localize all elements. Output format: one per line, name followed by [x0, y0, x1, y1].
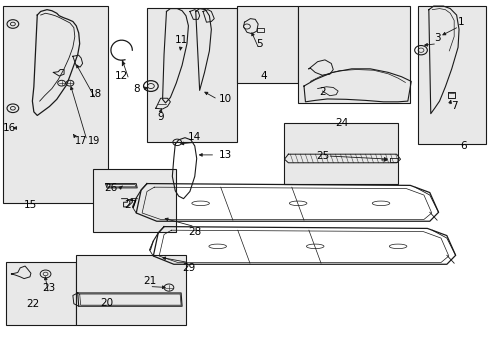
Text: 25: 25 — [315, 151, 328, 161]
Text: 19: 19 — [88, 136, 100, 145]
Text: 27: 27 — [124, 200, 138, 210]
Bar — [93, 169, 176, 232]
Text: 9: 9 — [157, 112, 163, 122]
Text: 22: 22 — [26, 299, 39, 309]
Text: 1: 1 — [457, 17, 464, 27]
Bar — [5, 262, 76, 325]
Bar — [76, 255, 185, 325]
Text: 11: 11 — [174, 35, 187, 45]
Text: 8: 8 — [133, 84, 139, 94]
Bar — [417, 6, 485, 144]
Text: 28: 28 — [188, 227, 201, 237]
Text: 13: 13 — [218, 150, 231, 160]
Text: 5: 5 — [255, 39, 262, 49]
Text: 6: 6 — [460, 141, 466, 151]
Text: 18: 18 — [89, 89, 102, 99]
Text: 12: 12 — [115, 71, 128, 81]
Text: 10: 10 — [218, 94, 231, 104]
Text: 14: 14 — [188, 132, 201, 142]
Text: 4: 4 — [260, 71, 267, 81]
Bar — [283, 123, 397, 184]
Text: 24: 24 — [335, 118, 348, 128]
Bar — [298, 6, 409, 103]
Text: 7: 7 — [450, 102, 457, 112]
Text: 21: 21 — [142, 276, 156, 286]
Text: 29: 29 — [182, 263, 195, 273]
Text: 15: 15 — [23, 200, 37, 210]
Text: 20: 20 — [100, 298, 113, 308]
Bar — [3, 6, 108, 203]
Text: 3: 3 — [433, 33, 440, 43]
Bar — [147, 8, 237, 142]
Bar — [237, 6, 298, 83]
Text: 16: 16 — [3, 123, 16, 133]
Text: 23: 23 — [42, 283, 55, 293]
Text: 2: 2 — [319, 87, 325, 97]
Text: 17: 17 — [75, 136, 87, 145]
Text: 26: 26 — [103, 183, 117, 193]
